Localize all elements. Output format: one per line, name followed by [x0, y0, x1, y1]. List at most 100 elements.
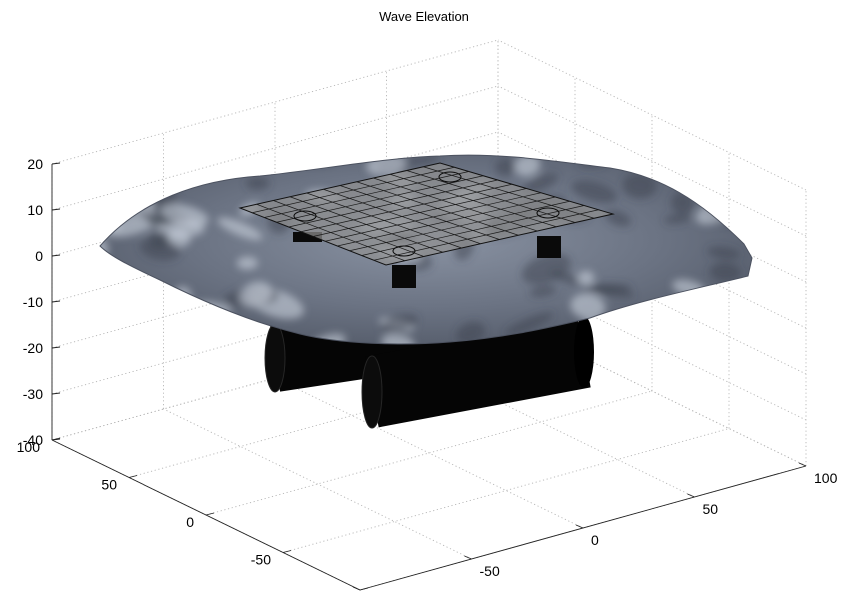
backwall-gridline-z	[51, 315, 499, 441]
y-tick-label: 0	[186, 514, 194, 530]
z-tick-mark	[51, 346, 61, 349]
platform-column	[392, 265, 416, 288]
wave-crest	[456, 321, 485, 344]
z-tick-label: 20	[27, 156, 43, 172]
sidewall-gridline-z	[497, 85, 807, 237]
platform-deck	[238, 162, 615, 266]
z-tick-mark	[51, 254, 61, 257]
y-tick-label: -50	[251, 552, 271, 568]
x-tick-mark	[687, 493, 695, 498]
backwall-gridline-z	[51, 85, 499, 211]
wave-crest	[707, 246, 741, 260]
platform-column	[293, 232, 322, 242]
wave-crest	[139, 159, 169, 169]
floor-gridline-x	[274, 377, 584, 529]
wave-crest	[647, 327, 706, 344]
wave-crest	[381, 334, 415, 344]
wave-crest	[134, 317, 168, 334]
wave-crest	[239, 281, 273, 308]
wave-crest	[577, 270, 595, 286]
z-tick-label: 10	[27, 202, 43, 218]
column-ring	[438, 171, 462, 183]
wave-crest	[529, 285, 557, 297]
z-tick-label: -30	[23, 386, 43, 402]
z-tick-mark	[51, 208, 61, 211]
z-tick-mark	[51, 300, 61, 303]
z-tick-label: -10	[23, 294, 43, 310]
wave-crest	[504, 312, 554, 336]
wave-crest	[179, 155, 238, 165]
wave-crest	[702, 155, 733, 164]
wave-crest	[159, 316, 198, 344]
floor-gridline-y	[128, 353, 576, 478]
pontoon-end-cap	[574, 316, 594, 388]
platform-column	[537, 236, 561, 258]
wave-crest	[714, 302, 741, 317]
wave-crest	[571, 180, 617, 203]
pontoon-end-cap	[264, 323, 286, 393]
wave-crest	[709, 262, 741, 282]
y-tick-label: -100	[320, 589, 348, 592]
wave-crest	[672, 162, 698, 180]
z-tick-label: 0	[35, 248, 43, 264]
wave-crest	[305, 333, 346, 344]
floor-gridline-x	[163, 408, 472, 560]
axes-ticks: -40-30-20-1001020-100-50050100-100-50050…	[17, 156, 838, 592]
x-tick-mark	[575, 524, 584, 529]
x-tick-label: 0	[591, 532, 599, 548]
column-ring	[536, 207, 560, 219]
wave-crest	[100, 173, 140, 200]
wave-crest	[124, 324, 179, 344]
x-tick-mark	[464, 555, 472, 560]
wave-crest	[139, 237, 181, 261]
wave-crest	[127, 155, 179, 169]
pontoon-front	[361, 316, 594, 429]
wave-crest	[521, 253, 571, 285]
wave-crest	[245, 176, 270, 191]
z-tick-label: -20	[23, 340, 43, 356]
backwall-gridline-z	[51, 269, 499, 395]
y-tick-mark	[51, 437, 61, 441]
x-tick-mark	[798, 462, 807, 467]
backwall-gridline-z	[51, 223, 499, 349]
floor-gridline-y	[205, 390, 653, 516]
z-tick-label: -40	[23, 432, 43, 448]
wave-crest	[217, 217, 263, 240]
y-tick-mark	[205, 512, 215, 516]
z-tick-mark	[51, 392, 61, 395]
pontoon-body	[365, 316, 591, 428]
y-tick-mark	[359, 587, 369, 591]
column-ring	[392, 245, 416, 257]
deck-gridline	[423, 166, 595, 219]
sidewall-gridline-z	[497, 39, 807, 191]
y-tick-label: 50	[101, 477, 117, 493]
wave-crest	[236, 256, 258, 270]
backwall-gridline-z	[51, 39, 499, 165]
wave-crest	[664, 214, 691, 224]
x-tick-label: 100	[814, 470, 838, 486]
wave-crest	[100, 293, 134, 321]
wave-crest	[570, 293, 606, 320]
wave-crest	[100, 337, 116, 344]
deck-gridline	[373, 209, 599, 261]
wave-crest	[100, 290, 129, 313]
plot-objects	[99, 154, 753, 429]
y-tick-mark	[128, 475, 138, 478]
wave-crest	[514, 155, 541, 177]
pontoon-end-cap	[361, 355, 383, 429]
floor-gridline-y	[282, 428, 730, 553]
wave-crest	[521, 173, 559, 195]
x-tick-mark	[352, 586, 361, 591]
wave-crest	[161, 155, 212, 168]
x-tick-label: -50	[480, 563, 500, 579]
wave-crest	[583, 283, 632, 294]
wave-crest	[160, 203, 209, 227]
backwall-gridline-z	[51, 177, 499, 303]
wave-crest	[290, 155, 340, 165]
y-tick-label: 100	[17, 439, 41, 455]
deck-gridline	[361, 205, 585, 256]
chart-title: Wave Elevation	[379, 9, 469, 24]
wave-crest	[622, 172, 657, 199]
wave-crest	[141, 174, 169, 191]
